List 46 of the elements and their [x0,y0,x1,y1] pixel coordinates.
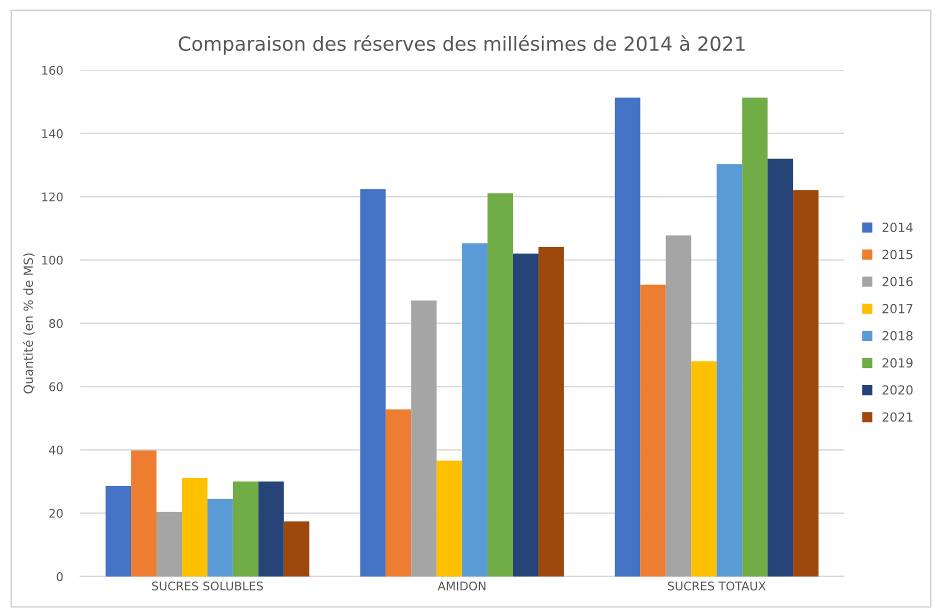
y-tick-label: 100 [42,256,63,265]
y-tick-label: 60 [49,382,63,392]
bar [768,158,794,576]
bar [131,450,157,576]
legend-label: 2018 [882,331,913,340]
y-tick-label: 140 [42,129,63,138]
bar [436,460,462,576]
bar [716,164,742,576]
bar [691,361,717,576]
bar [793,190,819,576]
bar [512,254,538,576]
bar [462,243,488,576]
legend-label: 2021 [882,412,912,422]
bar [488,193,513,576]
bar [258,482,284,576]
y-tick-label: 40 [49,446,63,455]
chart-title: Comparaison des réserves des millésimes de 2014 à 2021 [178,35,745,55]
legend-label: 2015 [882,250,912,260]
legend-label: 2020 [882,385,913,395]
legend-label: 2017 [882,304,912,314]
bar [411,300,437,576]
y-tick-label: 80 [49,319,63,328]
y-tick-label: 120 [42,192,63,202]
y-axis-title: Quantité (en % de MS) [22,253,34,394]
bar [106,486,132,576]
bar [614,98,640,576]
bar [538,247,564,576]
y-tick-label: 160 [42,66,63,75]
bar [640,284,666,576]
bar [156,512,182,576]
legend-label: 2016 [882,276,913,286]
bar [182,478,208,576]
bar [666,235,692,576]
y-tick-label: 20 [49,508,63,518]
x-tick-label: SUCRES SOLUBLES [152,582,263,590]
x-tick-label: SUCRES TOTAUX [668,582,766,590]
y-tick-label: 0 [56,572,63,582]
bar [386,409,412,576]
bar [207,498,233,576]
x-tick-label: AMIDON [438,582,486,590]
bar [742,98,768,576]
bar [284,521,310,576]
bar [232,482,258,576]
legend-label: 2014 [882,222,913,232]
legend-label: 2019 [882,358,913,368]
bar [360,189,386,576]
